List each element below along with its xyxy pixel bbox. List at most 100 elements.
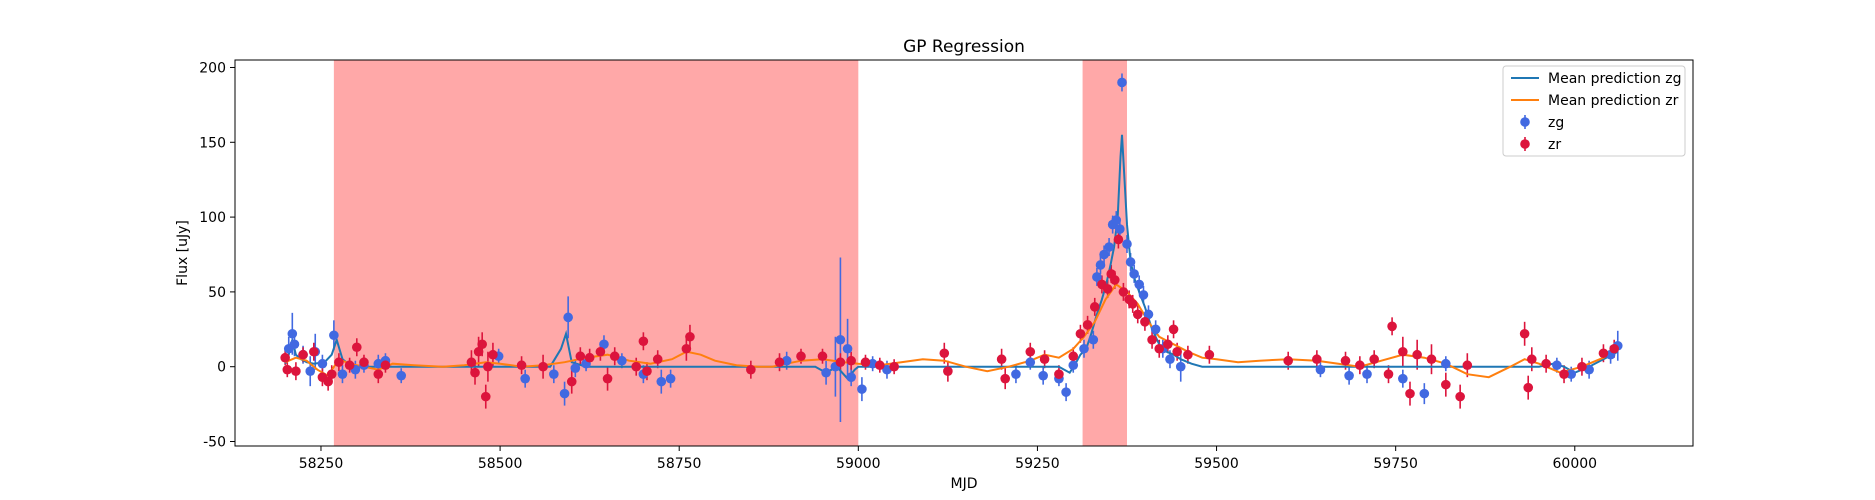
data-point-zr bbox=[1519, 328, 1530, 339]
data-point-zg bbox=[329, 330, 339, 341]
data-point-zr bbox=[595, 346, 606, 357]
legend-label: Mean prediction zg bbox=[1548, 71, 1682, 87]
x-tick-label: 60000 bbox=[1553, 456, 1598, 472]
data-point-zr bbox=[1204, 349, 1215, 360]
data-point-zr bbox=[875, 360, 885, 371]
data-point-zr bbox=[1355, 360, 1365, 371]
x-tick-label: 59250 bbox=[1015, 456, 1060, 472]
y-tick-label: 150 bbox=[199, 135, 226, 151]
data-point-zr bbox=[1127, 299, 1138, 309]
data-point-zg bbox=[1143, 309, 1154, 320]
data-point-zr bbox=[1312, 354, 1322, 365]
data-point-zr bbox=[291, 366, 301, 376]
legend: Mean prediction zg Mean prediction zr zg zr bbox=[1502, 65, 1686, 157]
data-point-zg bbox=[1129, 269, 1139, 279]
data-point-zr bbox=[473, 346, 484, 357]
data-point-zr bbox=[1526, 354, 1537, 365]
data-point-zg bbox=[617, 355, 627, 366]
data-point-zr bbox=[1183, 349, 1193, 360]
data-point-zg bbox=[1088, 334, 1099, 345]
data-point-zg bbox=[857, 384, 867, 394]
data-point-zg bbox=[1061, 387, 1071, 397]
data-point-zg bbox=[1315, 364, 1326, 375]
data-point-zr bbox=[483, 361, 493, 372]
legend-swatch-marker bbox=[1520, 117, 1530, 127]
x-tick-label: 58500 bbox=[478, 456, 523, 472]
data-point-zg bbox=[882, 364, 892, 375]
data-point-zr bbox=[477, 339, 487, 350]
data-point-zg bbox=[1115, 224, 1125, 234]
data-point-zr bbox=[538, 361, 548, 372]
data-point-zg bbox=[846, 372, 856, 382]
data-point-zr bbox=[1132, 309, 1143, 320]
data-point-zr bbox=[1462, 360, 1473, 371]
data-point-zr bbox=[1147, 334, 1157, 345]
data-point-zg bbox=[1175, 361, 1186, 372]
data-point-zr bbox=[575, 351, 586, 362]
data-point-zg bbox=[1092, 272, 1102, 282]
shaded-region-1 bbox=[333, 60, 859, 446]
data-point-zr bbox=[1609, 343, 1619, 354]
data-point-zr bbox=[1541, 358, 1551, 369]
data-point-zg bbox=[1419, 388, 1430, 399]
data-point-zg bbox=[1138, 290, 1149, 300]
data-point-zg bbox=[1134, 279, 1144, 290]
data-point-zg bbox=[570, 363, 581, 374]
data-point-zg bbox=[1150, 324, 1161, 335]
data-point-zg bbox=[1398, 373, 1408, 384]
data-point-zr bbox=[298, 349, 308, 360]
data-point-zr bbox=[860, 357, 871, 368]
data-point-zg bbox=[1584, 364, 1594, 375]
data-point-zr bbox=[1559, 369, 1569, 379]
legend-label: Mean prediction zr bbox=[1548, 93, 1679, 109]
data-point-zr bbox=[323, 376, 333, 387]
legend-label: zr bbox=[1548, 137, 1561, 153]
data-point-zg bbox=[1362, 369, 1372, 379]
data-point-zg bbox=[665, 373, 676, 384]
data-point-zr bbox=[1068, 351, 1079, 362]
plot-frame bbox=[234, 59, 1694, 447]
data-point-zr bbox=[1523, 382, 1534, 393]
data-point-zr bbox=[681, 343, 692, 354]
data-point-zr bbox=[602, 373, 613, 384]
data-point-zr bbox=[1113, 234, 1124, 245]
legend-label: zg bbox=[1548, 115, 1564, 131]
data-point-zg bbox=[563, 312, 573, 323]
data-point-zg bbox=[867, 358, 878, 369]
data-point-zr bbox=[326, 369, 337, 379]
data-point-zg bbox=[1111, 215, 1122, 225]
y-tick-label: 200 bbox=[199, 60, 226, 76]
y-axis-label: Flux [uJy] bbox=[175, 220, 191, 286]
data-point-zr bbox=[1383, 369, 1394, 379]
data-point-zr bbox=[1412, 349, 1422, 360]
data-point-zr bbox=[846, 355, 856, 366]
chart-title: GP Regression bbox=[903, 37, 1025, 57]
data-point-zr bbox=[1039, 354, 1050, 365]
legend-box bbox=[1502, 65, 1686, 157]
data-point-zr bbox=[351, 342, 362, 353]
data-point-zr bbox=[889, 361, 899, 372]
data-point-zg bbox=[1165, 354, 1175, 365]
data-point-zg bbox=[1122, 239, 1132, 249]
data-point-zr bbox=[631, 361, 642, 372]
data-point-zr bbox=[1154, 343, 1165, 354]
data-point-zr bbox=[1398, 346, 1408, 357]
y-tick-label: 50 bbox=[208, 285, 226, 301]
x-tick-label: 59750 bbox=[1373, 456, 1418, 472]
data-point-zr bbox=[774, 357, 785, 368]
data-point-zg bbox=[1552, 360, 1562, 371]
data-point-zr bbox=[1283, 355, 1293, 366]
data-point-zr bbox=[1577, 361, 1587, 372]
data-point-zr bbox=[480, 391, 491, 402]
x-tick-label: 58250 bbox=[299, 456, 344, 472]
data-point-zr bbox=[373, 369, 384, 379]
data-point-zr bbox=[1340, 355, 1351, 366]
data-point-zg bbox=[1104, 242, 1114, 252]
data-point-zr bbox=[1168, 324, 1179, 335]
data-point-zr bbox=[1387, 321, 1397, 332]
axis-ticks: 58250 58500 58750 59000 59250 59500 59750 60000… bbox=[199, 60, 1597, 472]
data-point-zr bbox=[638, 336, 649, 347]
data-point-zg bbox=[1095, 260, 1106, 270]
shaded-regions bbox=[333, 60, 1127, 446]
data-point-zg bbox=[289, 339, 300, 350]
